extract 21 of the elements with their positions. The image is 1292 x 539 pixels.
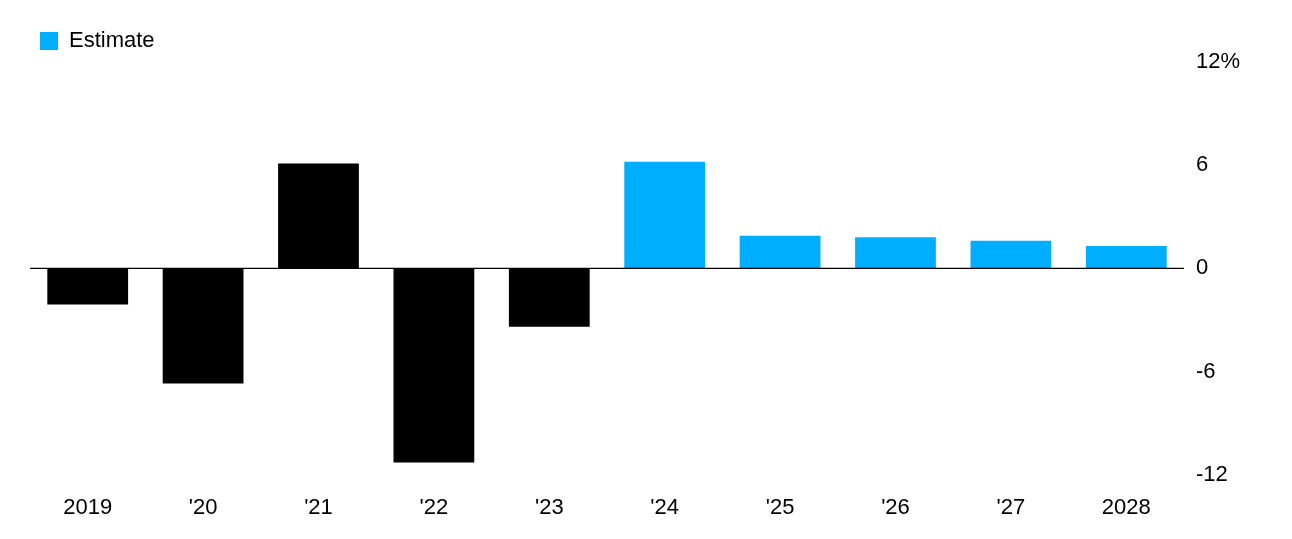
x-tick-label: '21 xyxy=(304,493,333,519)
x-tick-label: '22 xyxy=(419,493,449,519)
y-tick-label: 6 xyxy=(1195,151,1209,177)
bar xyxy=(970,240,1052,269)
x-tick-label: '27 xyxy=(996,493,1026,519)
y-tick-label: -6 xyxy=(1195,357,1216,383)
x-tick-label: '23 xyxy=(534,493,564,519)
y-tick-label: 0 xyxy=(1195,254,1209,280)
bar xyxy=(624,161,706,269)
x-tick-label: '24 xyxy=(650,493,680,519)
bar xyxy=(855,237,936,269)
y-tick-label: -12 xyxy=(1195,460,1228,486)
bar xyxy=(739,235,821,269)
x-tick-label: '20 xyxy=(188,493,218,519)
x-tick-label: 2028 xyxy=(1101,493,1151,519)
x-tick-label: '25 xyxy=(765,493,795,519)
x-tick-label: 2019 xyxy=(63,493,113,519)
x-tick-label: '26 xyxy=(881,493,910,519)
legend-label: Estimate xyxy=(69,27,155,53)
bar xyxy=(1085,245,1167,269)
y-tick-label: 12% xyxy=(1195,48,1241,74)
